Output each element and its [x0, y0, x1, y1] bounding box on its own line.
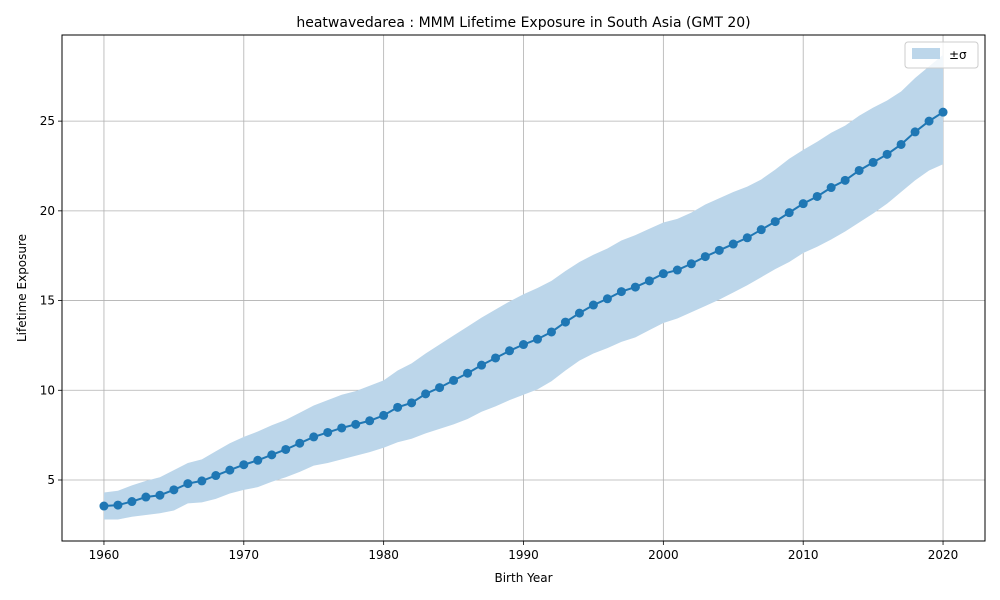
data-point	[127, 497, 137, 507]
data-point	[826, 183, 836, 193]
data-point	[253, 455, 263, 465]
legend: ±σ	[904, 41, 979, 69]
data-point	[295, 438, 305, 448]
data-point	[141, 492, 151, 502]
data-point	[379, 410, 389, 420]
data-point	[421, 389, 431, 399]
data-point	[938, 107, 948, 117]
data-point	[491, 353, 501, 363]
data-point	[435, 383, 445, 393]
data-point	[99, 501, 109, 511]
y-tick-label: 15	[40, 294, 55, 308]
x-tick-label: 2000	[648, 548, 679, 562]
data-point	[602, 294, 612, 304]
legend-swatch	[912, 48, 940, 59]
x-ticks: 1960 1970 1980 1990 2000 2010 2020	[89, 541, 959, 562]
data-point	[896, 139, 906, 149]
data-point	[519, 340, 528, 350]
data-point	[630, 282, 640, 292]
data-point	[281, 444, 291, 454]
data-point	[337, 423, 347, 433]
data-point	[882, 149, 892, 159]
data-point	[155, 490, 165, 500]
x-axis-label: Birth Year	[494, 571, 552, 585]
data-point	[505, 346, 515, 356]
data-point	[728, 239, 738, 249]
y-tick-label: 5	[47, 473, 55, 487]
data-point	[449, 375, 459, 385]
data-point	[784, 208, 794, 218]
data-point	[211, 471, 221, 481]
data-point	[910, 127, 920, 137]
data-point	[309, 432, 319, 442]
data-point	[868, 157, 878, 167]
data-point	[393, 402, 403, 412]
data-point	[365, 416, 375, 426]
x-tick-label: 1980	[368, 548, 399, 562]
sigma-band	[103, 54, 944, 520]
x-tick-label: 2010	[788, 548, 819, 562]
y-ticks: 5 10 15 20 25	[40, 114, 62, 487]
x-tick-label: 1960	[89, 548, 120, 562]
data-point	[812, 191, 822, 201]
data-point	[686, 259, 696, 269]
data-point	[477, 360, 487, 370]
x-tick-label: 1990	[508, 548, 539, 562]
data-point	[407, 398, 417, 408]
data-point	[546, 327, 556, 337]
y-tick-label: 25	[40, 114, 55, 128]
data-point	[588, 300, 598, 310]
data-points	[99, 107, 948, 511]
data-point	[225, 465, 235, 475]
data-point	[197, 476, 207, 486]
y-tick-label: 20	[40, 204, 55, 218]
data-point	[770, 217, 780, 227]
chart-title: heatwavedarea : MMM Lifetime Exposure in…	[296, 15, 750, 31]
data-point	[756, 225, 766, 235]
data-point	[463, 368, 473, 378]
data-point	[840, 175, 850, 185]
x-tick-label: 2020	[928, 548, 959, 562]
y-axis-label: Lifetime Exposure	[15, 234, 29, 342]
data-point	[267, 450, 277, 460]
data-point	[644, 276, 654, 286]
data-point	[700, 252, 710, 262]
data-point	[924, 116, 934, 126]
legend-label: ±σ	[949, 48, 967, 62]
data-point	[351, 419, 361, 429]
data-point	[616, 287, 626, 297]
x-tick-label: 1970	[229, 548, 260, 562]
data-point	[574, 308, 584, 318]
data-point	[323, 427, 333, 437]
data-point	[798, 199, 808, 209]
data-point	[658, 269, 668, 279]
data-point	[532, 334, 542, 344]
data-point	[239, 460, 249, 470]
data-point	[169, 485, 179, 495]
data-point	[742, 233, 752, 243]
data-point	[672, 265, 682, 275]
y-tick-label: 10	[40, 383, 55, 397]
data-point	[183, 479, 193, 489]
data-point	[714, 245, 724, 255]
data-point	[560, 317, 570, 327]
data-point	[113, 500, 123, 510]
data-point	[854, 165, 864, 175]
